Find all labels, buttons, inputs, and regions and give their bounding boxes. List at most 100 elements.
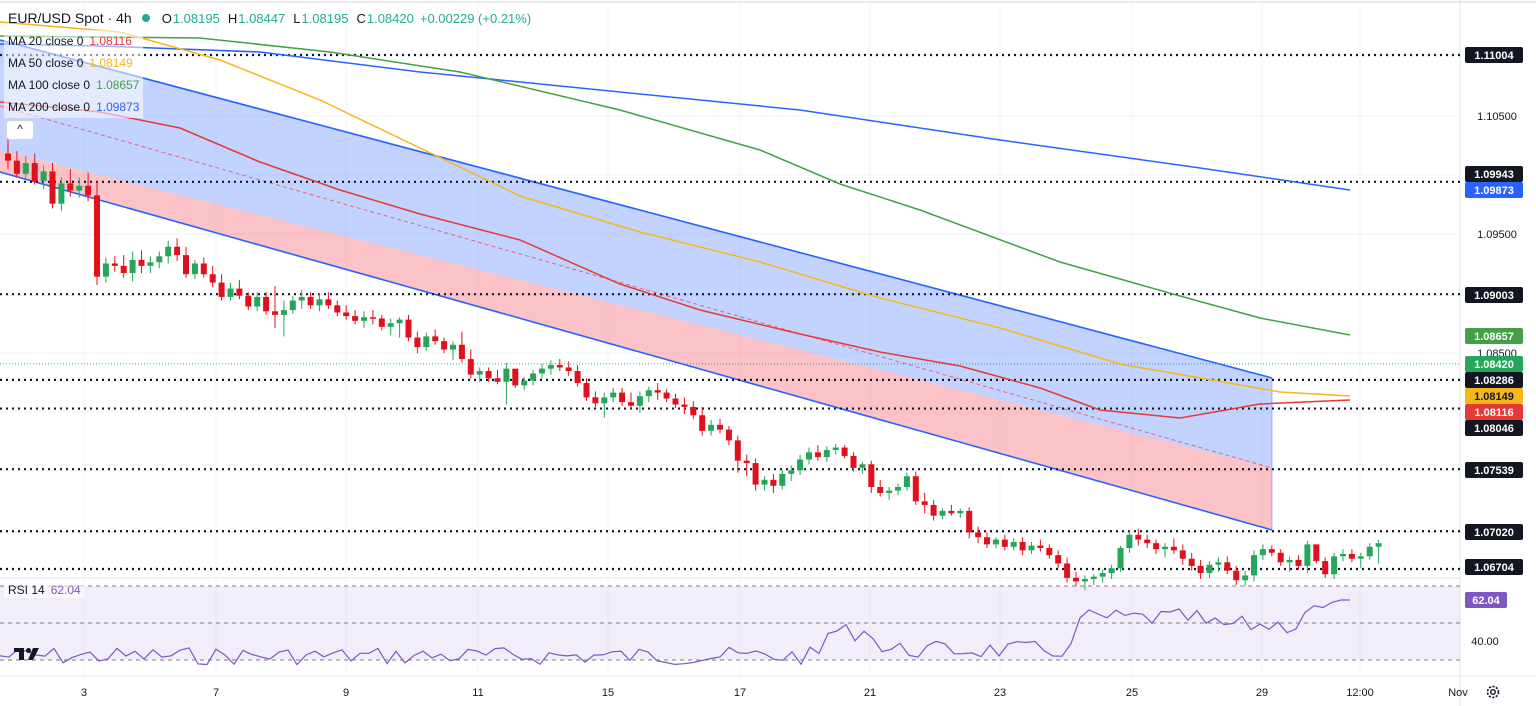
price-tick-label: 1.10500	[1477, 111, 1517, 123]
candle-body	[494, 378, 501, 382]
price-badge-level	[1465, 559, 1523, 575]
candle-body	[476, 371, 483, 375]
candle-body	[1357, 556, 1364, 559]
price-badge-level	[1465, 420, 1523, 436]
time-axis: 3 7 9 11 15 17 21 23 25 29 12:00 Nov	[81, 687, 1468, 699]
candle-body	[699, 415, 706, 431]
legend-ma100[interactable]: MA 100 close 0 1.08657	[4, 74, 144, 96]
price-badge-label: 1.08116	[1474, 407, 1513, 419]
candle-body	[1126, 534, 1133, 548]
candle-body	[984, 537, 990, 545]
price-tick-label: 1.09500	[1477, 229, 1517, 241]
candle-body	[574, 371, 581, 384]
legend-ma50-value: 1.08149	[89, 56, 133, 70]
grid	[0, 3, 1460, 676]
candle-body	[1242, 575, 1249, 581]
candle-body	[743, 460, 750, 464]
time-tick-label: 11	[472, 687, 483, 699]
candle-body	[67, 183, 74, 191]
candle-body	[547, 365, 554, 369]
candle-body	[218, 282, 225, 297]
symbol-header: EUR/USD Spot · 4h O 1.08195 H 1.08447 L 1.0…	[8, 9, 531, 27]
candle-body	[1028, 545, 1035, 551]
candle-body	[111, 263, 118, 266]
candle-body	[628, 402, 634, 406]
candle-body	[450, 344, 456, 350]
candle-body	[1046, 547, 1053, 556]
ma200-line	[0, 43, 1351, 191]
candle-body	[1251, 555, 1257, 576]
price-badge-label: 1.09943	[1474, 169, 1514, 181]
rsi-line	[0, 599, 1350, 666]
rsi-legend[interactable]: RSI 14 62.04	[4, 582, 85, 598]
candle-body	[1259, 549, 1266, 556]
price-badge-label: 1.06704	[1474, 562, 1515, 574]
legend-ma20[interactable]: MA 20 close 0 1.08116	[4, 30, 144, 52]
candle-body	[1224, 562, 1231, 571]
open-label: O	[161, 10, 172, 26]
candle-body	[1001, 539, 1008, 547]
channel-upper-fill	[0, 40, 1272, 468]
candle-body	[236, 288, 243, 296]
settings-gear-icon[interactable]	[1485, 684, 1501, 700]
candle-body	[378, 318, 385, 327]
candle-body	[156, 256, 163, 263]
candle-body	[1268, 549, 1275, 553]
legend-ma50[interactable]: MA 50 close 0 1.08149	[4, 52, 144, 74]
candle-body	[1331, 556, 1338, 575]
legend-collapse-button[interactable]: ^	[6, 120, 34, 140]
time-tick-label: 15	[602, 687, 614, 699]
price-badge-label: 1.08420	[1474, 359, 1514, 371]
rsi-badge-label: 62.04	[1472, 595, 1500, 607]
candle-body	[779, 473, 786, 486]
candle-body	[307, 296, 314, 306]
candle-body	[806, 452, 812, 460]
candle-body	[725, 429, 732, 441]
price-badge-label: 1.08286	[1474, 375, 1514, 387]
candle-body	[734, 440, 741, 461]
channel-lower-line	[0, 171, 1273, 531]
time-tick-label: 9	[343, 687, 349, 699]
candle-body	[966, 510, 973, 533]
candle-body	[1099, 573, 1106, 577]
candle-body	[1188, 558, 1195, 566]
legend-ma20-value: 1.08116	[89, 34, 132, 48]
candle-body	[361, 317, 367, 321]
candle-body	[948, 510, 955, 514]
rsi-pane	[0, 585, 1460, 666]
legend-ma200[interactable]: MA 200 close 0 1.09873	[4, 96, 144, 118]
candle-body	[102, 263, 109, 277]
price-badge-label: 1.09873	[1474, 185, 1514, 197]
candle-body	[1366, 546, 1373, 557]
price-badge-level	[1465, 462, 1523, 478]
legend-ma50-label: MA 50 close 0	[8, 56, 84, 70]
candle-body	[1108, 568, 1115, 574]
candle-body	[1179, 550, 1186, 559]
rsi-badge	[1465, 592, 1507, 608]
candle-body	[992, 539, 999, 545]
candle-body	[1277, 552, 1284, 563]
time-tick-label: 21	[864, 687, 876, 699]
candle-body	[1170, 546, 1177, 551]
candle-body	[352, 316, 359, 321]
candle-body	[183, 255, 189, 275]
candle-body	[49, 171, 56, 204]
price-badge-level	[1465, 524, 1523, 540]
candle-body	[191, 263, 198, 275]
candle-body	[85, 185, 92, 196]
symbol-title[interactable]: EUR/USD Spot · 4h	[8, 10, 132, 26]
candle-body	[1019, 541, 1026, 551]
candle-body	[530, 373, 537, 381]
candle-body	[797, 459, 804, 471]
candle-body	[912, 476, 919, 502]
candle-body	[1340, 553, 1346, 557]
tradingview-logo-icon[interactable]	[12, 642, 42, 666]
close-label: C	[356, 10, 366, 26]
candle-body	[174, 246, 181, 256]
candle-body	[1144, 539, 1151, 544]
candle-body	[1206, 564, 1213, 574]
candle-body	[1073, 577, 1079, 582]
candle-body	[886, 490, 893, 493]
price-badge-ma100	[1465, 328, 1523, 344]
